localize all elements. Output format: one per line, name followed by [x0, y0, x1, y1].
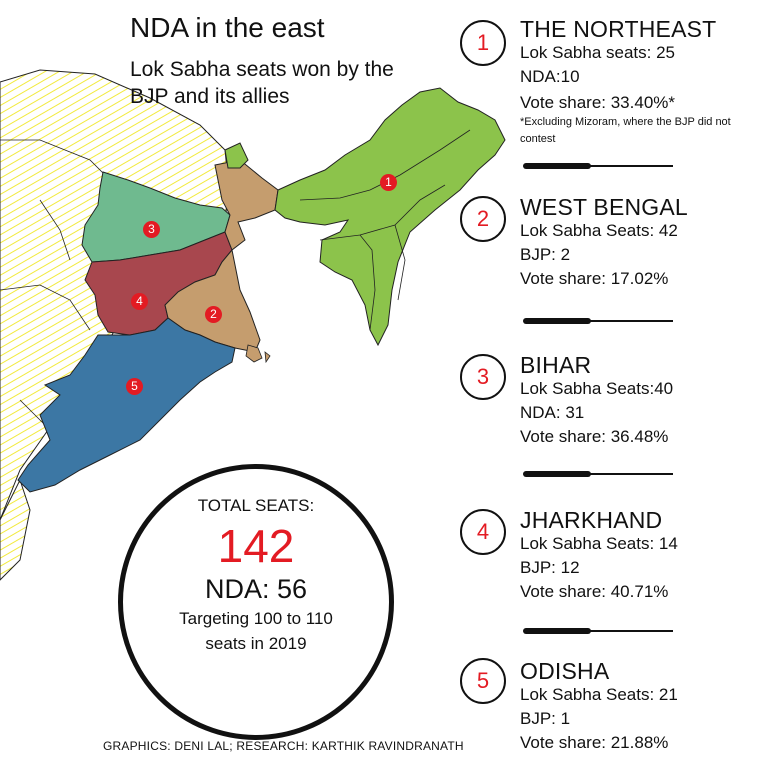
region-footnote: *Excluding Mizoram, where the BJP did no…	[520, 116, 731, 145]
region-name: BIHAR	[520, 352, 592, 378]
map-marker-jharkhand: 4	[131, 293, 148, 310]
region-seats: Lok Sabha Seats:40	[520, 379, 674, 398]
total-seats-circle: TOTAL SEATS: 142 NDA: 56 Targeting 100 t…	[118, 464, 394, 740]
separator-line	[523, 163, 673, 169]
region-number: 4	[460, 509, 506, 555]
region-alliance: NDA: 31	[520, 403, 585, 422]
sikkim-region	[224, 142, 249, 169]
nda-seats: NDA: 56	[204, 574, 308, 604]
region-number: 3	[460, 354, 506, 400]
map-marker-bihar: 3	[143, 221, 160, 238]
region-vote-share: Vote share: 17.02%	[520, 269, 669, 288]
target-line-2: seats in 2019	[205, 634, 307, 653]
hatched-coastal-strip	[0, 478, 31, 581]
sundarbans-islands	[245, 344, 271, 364]
page-subtitle: Lok Sabha seats won by the BJP and its a…	[130, 58, 394, 108]
region-vote-share: Vote share: 36.48%	[520, 427, 669, 446]
region-number: 2	[460, 196, 506, 242]
region-item-northeast: 1 THE NORTHEAST Lok Sabha seats: 25 NDA:…	[460, 14, 760, 154]
region-seats: Lok Sabha Seats: 21	[520, 685, 678, 704]
region-item-odisha: 5 ODISHA Lok Sabha Seats: 21 BJP: 1 Vote…	[460, 656, 760, 756]
region-seats: Lok Sabha seats: 25	[520, 43, 676, 62]
total-seats-value: 142	[217, 520, 295, 572]
total-seats-label: TOTAL SEATS:	[197, 496, 315, 515]
region-name: THE NORTHEAST	[520, 16, 717, 42]
credits: GRAPHICS: DENI LAL; RESEARCH: KARTHIK RA…	[103, 739, 464, 753]
region-name: JHARKHAND	[520, 507, 663, 533]
region-number: 1	[460, 20, 506, 66]
odisha-region	[17, 317, 236, 493]
region-item-jharkhand: 4 JHARKHAND Lok Sabha Seats: 14 BJP: 12 …	[460, 505, 760, 605]
region-seats: Lok Sabha Seats: 14	[520, 534, 678, 553]
region-item-bihar: 3 BIHAR Lok Sabha Seats:40 NDA: 31 Vote …	[460, 350, 760, 450]
region-vote-share: Vote share: 40.71%	[520, 582, 669, 601]
map-marker-northeast: 1	[380, 174, 397, 191]
state-boundaries	[0, 139, 111, 441]
separator-line	[523, 471, 673, 477]
target-line-1: Targeting 100 to 110	[179, 609, 333, 628]
region-alliance: BJP: 12	[520, 558, 580, 577]
page-title: NDA in the east	[130, 12, 325, 43]
region-vote-share: Vote share: 21.88%	[520, 733, 669, 752]
northeast-region	[274, 87, 506, 347]
region-alliance: NDA:10	[520, 67, 580, 86]
separator-line	[523, 318, 673, 324]
region-number: 5	[460, 658, 506, 704]
region-name: ODISHA	[520, 658, 610, 684]
map-marker-west-bengal: 2	[205, 306, 222, 323]
separator-line	[523, 628, 673, 634]
region-vote-share: Vote share: 33.40%*	[520, 93, 676, 112]
region-alliance: BJP: 1	[520, 709, 571, 728]
region-alliance: BJP: 2	[520, 245, 571, 264]
region-name: WEST BENGAL	[520, 194, 688, 220]
map-marker-odisha: 5	[126, 378, 143, 395]
region-seats: Lok Sabha Seats: 42	[520, 221, 678, 240]
region-item-west-bengal: 2 WEST BENGAL Lok Sabha Seats: 42 BJP: 2…	[460, 192, 760, 292]
